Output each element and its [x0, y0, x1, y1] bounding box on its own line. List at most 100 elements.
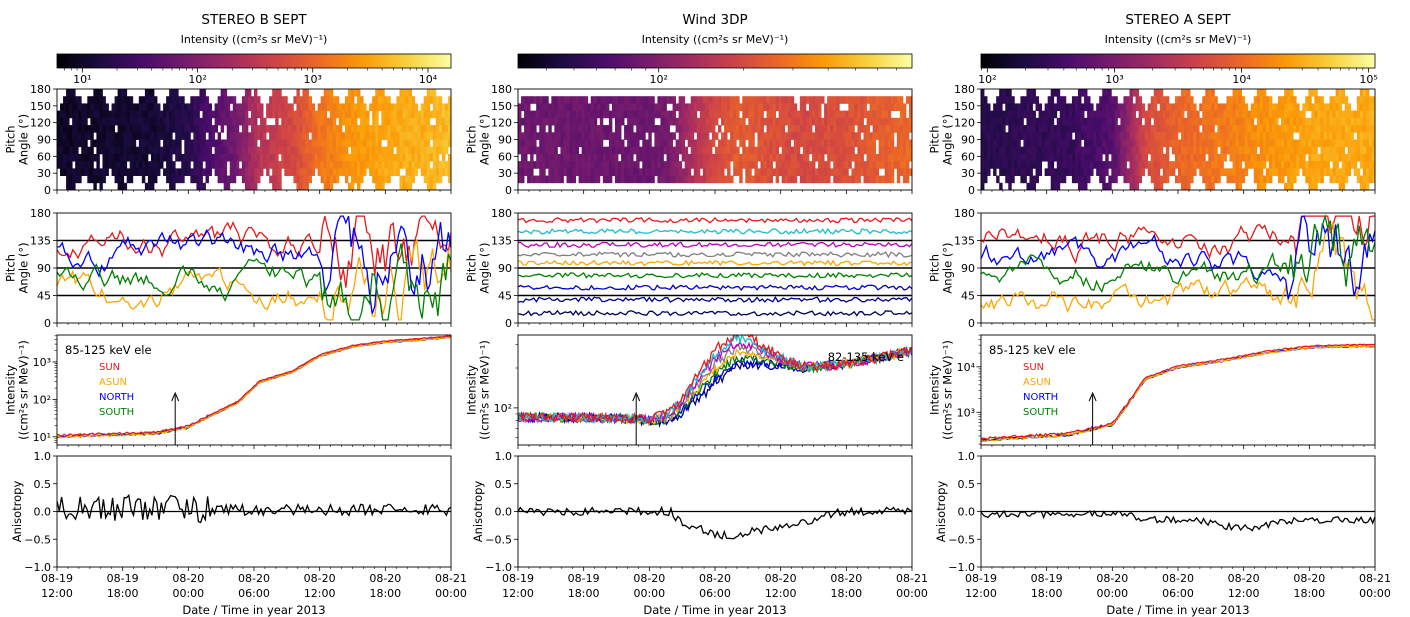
- y-tick-label: 10²: [33, 393, 51, 406]
- pitch-angle-series: [56, 243, 452, 321]
- y-tick-label: 0.0: [958, 506, 976, 519]
- x-tick-label-time: 12:00: [965, 587, 997, 600]
- x-tick-label-time: 12:00: [765, 587, 797, 600]
- y-tick-label: 90: [37, 134, 51, 147]
- y-tick-label: 120: [491, 117, 512, 130]
- energy-label: 82-135 keV e: [828, 350, 904, 364]
- energy-label: 85-125 keV ele: [65, 343, 152, 357]
- y-tick-label: 10²: [494, 402, 512, 415]
- x-tick-label-date: 08-19: [41, 572, 73, 585]
- svg-text:Anisotropy: Anisotropy: [10, 481, 24, 543]
- y-tick-label: 10³: [957, 406, 975, 419]
- pitch-angle-series: [517, 251, 913, 259]
- y-tick-label: 180: [491, 207, 512, 220]
- x-tick-label-time: 12:00: [502, 587, 534, 600]
- y-tick-label: 90: [961, 262, 975, 275]
- x-tick-label-time: 00:00: [896, 587, 928, 600]
- y-tick-label: 90: [498, 262, 512, 275]
- y-tick-label: 0: [44, 317, 51, 330]
- x-tick-label-date: 08-20: [1293, 572, 1325, 585]
- y-tick-label: 150: [491, 100, 512, 113]
- x-axis-label: Date / Time in year 2013: [1106, 603, 1249, 617]
- x-tick-label-time: 18:00: [830, 587, 862, 600]
- pitch-angle-lines: 0 45 90 135 180: [491, 207, 913, 330]
- x-tick-label-date: 08-19: [568, 572, 600, 585]
- x-tick-label-time: 18:00: [107, 587, 139, 600]
- x-tick-label-date: 08-19: [107, 572, 139, 585]
- y-tick-label: 135: [30, 235, 51, 248]
- legend-entry-sun: SUN: [1023, 362, 1044, 373]
- pitch-angle-series: [517, 309, 913, 317]
- x-tick-label-date: 08-20: [699, 572, 731, 585]
- y-tick-label: 45: [961, 290, 975, 303]
- anisotropy-panel: −1.0 −0.5 0.0 0.5 1.0: [485, 450, 913, 574]
- y-tick-label: 0: [505, 317, 512, 330]
- y-tick-label: 0.5: [34, 478, 52, 491]
- y-axis-label: Pitch Angle (°): [928, 114, 955, 165]
- y-tick-label: 90: [37, 262, 51, 275]
- svg-text:Pitch: Pitch: [4, 126, 18, 154]
- x-tick-label-time: 00:00: [435, 587, 467, 600]
- colorbar-label: Intensity ((cm²s sr MeV)⁻¹): [181, 33, 328, 46]
- legend-entry-south: SOUTH: [99, 407, 134, 418]
- y-tick-label: 120: [954, 117, 975, 130]
- colorbar-tick-label: 10²: [188, 73, 206, 86]
- y-axis-label: Pitch Angle (°): [465, 114, 492, 165]
- x-tick-label-date: 08-19: [1031, 572, 1063, 585]
- x-tick-label-time: 06:00: [699, 587, 731, 600]
- pitch-angle-spectrogram: 0 30 60 90 120 150 180: [491, 83, 913, 197]
- anisotropy-series: [56, 493, 452, 524]
- y-tick-label: 180: [30, 207, 51, 220]
- y-tick-label: 150: [954, 100, 975, 113]
- pitch-angle-series: [517, 296, 913, 304]
- panel-title: STEREO A SEPT: [1125, 12, 1231, 28]
- y-tick-label: 10³: [33, 356, 51, 369]
- x-tick-label-date: 08-20: [1162, 572, 1194, 585]
- legend-entry-north: NORTH: [99, 392, 134, 403]
- pitch-angle-series: [980, 213, 1376, 294]
- pitch-angle-series: [56, 239, 452, 321]
- y-tick-label: 1.0: [34, 450, 52, 463]
- y-tick-label: 0.0: [495, 506, 513, 519]
- intensity-profile: 85-125 keV ele SUN ASUN NORTH SOUTH 10¹ 10² 10³: [33, 334, 452, 446]
- x-tick-label-date: 08-21: [896, 572, 928, 585]
- anisotropy-series: [517, 505, 913, 540]
- x-axis-label: Date / Time in year 2013: [643, 603, 786, 617]
- x-tick-label-time: 00:00: [1096, 587, 1128, 600]
- intensity-profile: 82-135 keV e 10²: [494, 334, 913, 446]
- x-axis-label: Date / Time in year 2013: [182, 603, 325, 617]
- y-axis-label: Intensity ((cm²s sr MeV)⁻¹): [928, 340, 955, 440]
- svg-text:Intensity: Intensity: [465, 365, 479, 415]
- x-tick-label-time: 18:00: [369, 587, 401, 600]
- y-tick-label: −0.5: [24, 533, 51, 546]
- intensity-series: [57, 335, 451, 437]
- pitch-angle-series: [517, 241, 913, 249]
- svg-text:((cm²s sr MeV)⁻¹): ((cm²s sr MeV)⁻¹): [17, 340, 31, 440]
- colorbar-tick-label: 10²: [978, 73, 996, 86]
- pitch-angle-series: [980, 215, 1375, 265]
- legend-entry-asun: ASUN: [1023, 377, 1051, 388]
- x-tick-label-date: 08-20: [1228, 572, 1260, 585]
- colorbar-tick-label: 10³: [304, 73, 322, 86]
- pitch-angle-series: [57, 215, 452, 314]
- y-tick-label: 45: [37, 290, 51, 303]
- y-tick-label: 135: [491, 235, 512, 248]
- y-axis-label: Anisotropy: [934, 481, 948, 543]
- y-tick-label: 180: [954, 83, 975, 96]
- svg-text:Angle (°): Angle (°): [17, 242, 31, 293]
- pitch-angle-series: [517, 217, 913, 224]
- legend-entry-north: NORTH: [1023, 392, 1058, 403]
- y-tick-label: 30: [37, 167, 51, 180]
- y-axis-label: Pitch Angle (°): [928, 242, 955, 293]
- y-tick-label: 150: [30, 100, 51, 113]
- y-tick-label: 180: [954, 207, 975, 220]
- x-tick-label-time: 00:00: [1359, 587, 1391, 600]
- svg-text:Angle (°): Angle (°): [17, 114, 31, 165]
- svg-text:Pitch: Pitch: [4, 254, 18, 282]
- y-tick-label: 30: [498, 167, 512, 180]
- y-tick-label: 45: [498, 290, 512, 303]
- svg-text:Intensity: Intensity: [4, 365, 18, 415]
- y-tick-label: 0: [968, 317, 975, 330]
- y-tick-label: 120: [30, 117, 51, 130]
